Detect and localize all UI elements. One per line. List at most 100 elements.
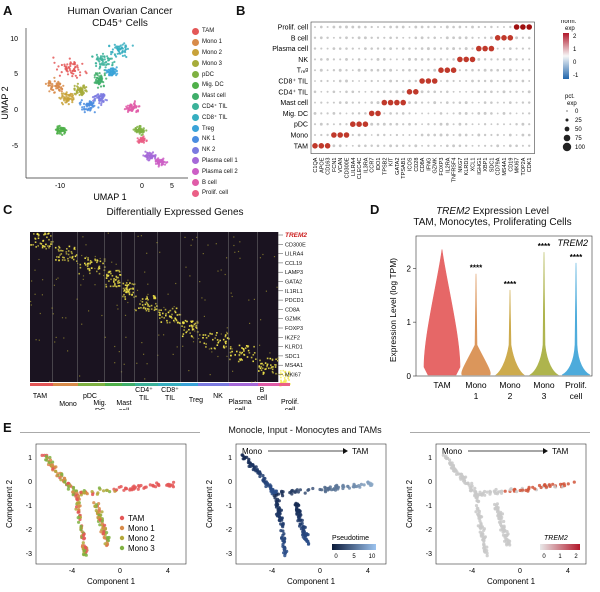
- trajectory-legend-label: Mono 1: [128, 524, 155, 533]
- heatmap-cell: [60, 249, 62, 252]
- umap-point: [60, 63, 64, 67]
- dot-plot-dot: [490, 79, 493, 83]
- trajectory-point: [102, 535, 106, 539]
- trajectory-point: [105, 488, 109, 492]
- umap-point: [67, 103, 70, 106]
- umap-point: [124, 51, 127, 54]
- dot-plot-dot: [332, 90, 336, 94]
- dot-plot-dot: [521, 36, 525, 39]
- dot-plot-dot: [414, 133, 417, 137]
- dot-plot-dot: [483, 90, 487, 94]
- heatmap-cell: [271, 368, 274, 371]
- trajectory-point: [563, 484, 567, 488]
- umap-point: [57, 65, 60, 68]
- heatmap-cell: [239, 257, 241, 259]
- trajectory-point: [60, 472, 64, 476]
- dot-plot-dot: [445, 47, 449, 50]
- dot-plot-dot: [395, 69, 398, 72]
- dot-plot-dot: [477, 144, 480, 147]
- trajectory-point: [470, 481, 474, 485]
- heatmap-cell: [84, 264, 87, 266]
- heatmap-cell: [65, 317, 67, 319]
- dot-plot-dot: [351, 25, 355, 29]
- heatmap-cell: [280, 372, 282, 374]
- umap-point: [65, 91, 68, 94]
- dot-plot-dot: [362, 121, 369, 127]
- dot-plot-dot: [332, 123, 335, 126]
- trajectory-point: [261, 474, 265, 478]
- umap-point: [100, 74, 103, 77]
- dot-plot-row-label: Mast cell: [280, 100, 308, 107]
- heatmap-cell: [128, 291, 131, 293]
- heatmap-cell: [209, 374, 211, 376]
- heatmap-cell: [171, 317, 173, 319]
- trajectory-point: [105, 542, 110, 546]
- dot-plot-dot: [389, 122, 392, 126]
- heatmap-group-label: CD4⁺: [135, 387, 153, 394]
- heatmap-cell: [280, 370, 282, 372]
- umap-point: [85, 86, 88, 89]
- dot-plot-dot: [458, 122, 462, 126]
- gene-label: KLRD1: [285, 345, 303, 351]
- umap-point: [115, 45, 118, 48]
- umap-point: [96, 76, 99, 79]
- trajectory-point: [369, 483, 374, 487]
- dot-plot-dot: [427, 112, 430, 115]
- trajectory-point: [488, 492, 492, 496]
- heatmap-cell: [145, 309, 148, 312]
- umap-point: [70, 62, 73, 65]
- heatmap: TREM2CD300ELILRA4CCL19LAMP3GATA2IL1RL1PD…: [30, 232, 307, 410]
- umap-point: [124, 46, 127, 49]
- dot-plot-dot: [507, 35, 514, 41]
- size-legend-label: 75: [575, 136, 582, 142]
- trajectory-point: [137, 485, 141, 489]
- trajectory-point: [97, 510, 101, 514]
- trajectory-point: [450, 466, 454, 470]
- heatmap-cell: [74, 248, 76, 251]
- trajectory-point: [502, 519, 506, 524]
- dot-plot-dot: [521, 101, 525, 104]
- dot-plot-dot: [389, 58, 392, 61]
- dot-plot-dot: [331, 132, 337, 138]
- dot-plot-dot: [395, 79, 399, 83]
- trajectory-point: [342, 485, 346, 489]
- trajectory-point: [63, 480, 67, 484]
- legend-dot-icon: [192, 179, 199, 187]
- heatmap-cell: [52, 313, 54, 315]
- heatmap-cell: [243, 350, 245, 352]
- dot-plot-dot: [389, 25, 392, 29]
- heatmap-cell: [233, 244, 235, 247]
- gene-label: MKI67: [285, 373, 301, 379]
- trajectory-point: [455, 470, 459, 474]
- heatmap-cell: [266, 363, 269, 366]
- dot-plot-dot: [383, 144, 386, 147]
- heatmap-cell: [270, 366, 273, 368]
- trajectory-point: [295, 512, 299, 516]
- heatmap-cell: [262, 373, 265, 375]
- dot-plot-dot: [402, 58, 405, 61]
- heatmap-cell: [58, 256, 60, 258]
- heatmap-cell: [255, 358, 257, 360]
- gene-label: MS4A1: [285, 363, 303, 369]
- umap-point: [58, 132, 61, 135]
- umap-ytick: 0: [14, 107, 18, 114]
- umap-point: [80, 91, 83, 94]
- heatmap-cell: [107, 274, 110, 277]
- dot-plot-dot: [324, 143, 331, 149]
- trajectory-point: [106, 537, 110, 541]
- heatmap-cell: [241, 347, 243, 349]
- umap-point: [65, 69, 68, 72]
- dot-plot-row-label: Tᵣₑᵍ: [297, 68, 309, 75]
- umap-point: [99, 58, 102, 61]
- heatmap-cell: [85, 244, 87, 246]
- trajectory-point: [483, 489, 487, 494]
- heatmap-cell: [158, 334, 160, 336]
- umap-point: [67, 93, 71, 97]
- heatmap-cell: [126, 286, 128, 289]
- dot-plot-dot: [313, 111, 317, 115]
- trajectory-point: [318, 487, 322, 492]
- trajectory-point: [485, 549, 489, 553]
- heatmap-cell: [266, 357, 269, 360]
- umap-point: [62, 84, 65, 87]
- heatmap-cell: [275, 372, 277, 375]
